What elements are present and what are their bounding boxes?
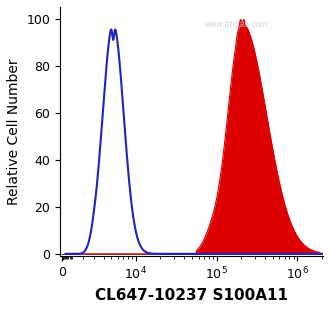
- Text: www.ptglab.com: www.ptglab.com: [205, 20, 268, 29]
- X-axis label: CL647-10237 S100A11: CL647-10237 S100A11: [95, 288, 288, 303]
- Y-axis label: Relative Cell Number: Relative Cell Number: [7, 58, 21, 205]
